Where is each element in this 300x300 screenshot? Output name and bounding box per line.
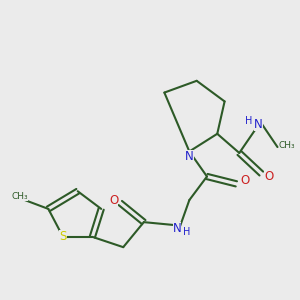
Text: N: N: [254, 118, 263, 130]
Text: H: H: [245, 116, 253, 126]
Text: O: O: [264, 170, 273, 183]
Text: O: O: [109, 194, 119, 207]
Text: N: N: [172, 222, 182, 235]
Text: O: O: [240, 174, 249, 188]
Text: H: H: [183, 226, 191, 237]
Text: N: N: [185, 150, 194, 163]
Text: CH₃: CH₃: [11, 192, 28, 201]
Text: S: S: [59, 230, 67, 243]
Text: CH₃: CH₃: [279, 141, 295, 150]
